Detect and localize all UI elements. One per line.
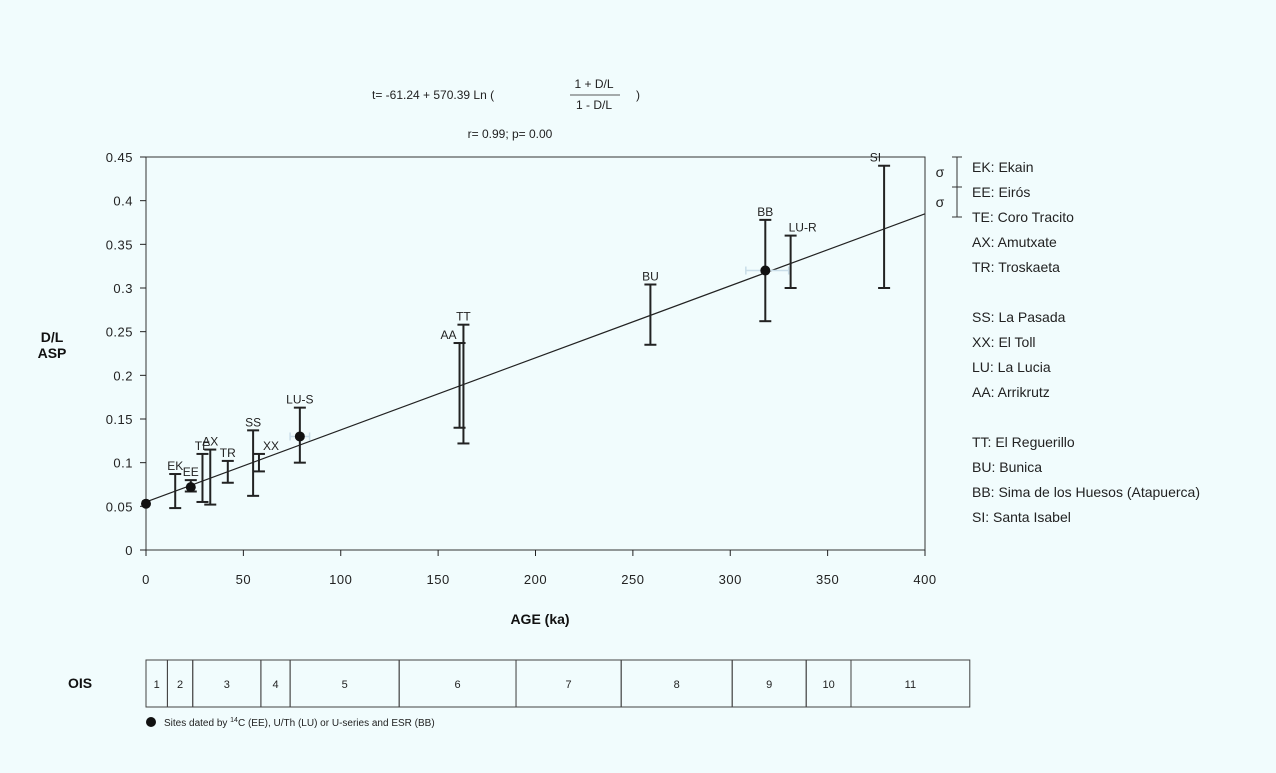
- x-ticks: 0 50 100 150 200 250 300 350 400: [142, 550, 936, 587]
- age-error-bars: [289, 266, 790, 441]
- site-label-xx: XX: [263, 439, 279, 453]
- site-label-aa: AA: [441, 328, 457, 342]
- formula-stats: r= 0.99; p= 0.00: [468, 127, 553, 141]
- legend-entry: EK: Ekain: [972, 159, 1033, 175]
- ois-stage-label: 11: [905, 679, 916, 691]
- y-tick-label: 0.2: [113, 368, 133, 383]
- y-tick-label: 0.05: [106, 499, 133, 514]
- y-axis-title-line2: ASP: [38, 345, 67, 361]
- site-label-tt: TT: [456, 310, 471, 324]
- x-tick-label: 50: [236, 572, 251, 587]
- y-ticks: 0 0.05 0.1 0.15 0.2 0.25 0.3 0.35 0.4 0.45: [106, 150, 146, 558]
- x-axis-title: AGE (ka): [510, 611, 569, 627]
- site-label-ee: EE: [183, 465, 199, 479]
- x-tick-label: 100: [329, 572, 352, 587]
- site-legend: EK: Ekain EE: Eirós TE: Coro Tracito AX: Am…: [972, 159, 1200, 525]
- footnote-sup: 14: [230, 717, 238, 724]
- formula-denominator: 1 - D/L: [576, 98, 612, 112]
- legend-entry: BU: Bunica: [972, 459, 1042, 475]
- regression-line: [145, 213, 926, 503]
- site-label-tr: TR: [220, 446, 236, 460]
- x-tick-label: 200: [524, 572, 547, 587]
- sigma-bracket: σ σ: [936, 156, 962, 218]
- y-tick-label: 0.3: [113, 281, 133, 296]
- dated-point: [141, 498, 151, 509]
- ois-stage-label: 7: [566, 679, 572, 691]
- legend-entry: TE: Coro Tracito: [972, 209, 1074, 225]
- legend-entry: TT: El Reguerillo: [972, 434, 1075, 450]
- footnote: Sites dated by 14C (EE), U/Th (LU) or U-…: [146, 717, 435, 729]
- x-tick-label: 250: [621, 572, 644, 587]
- y-tick-label: 0.45: [106, 150, 133, 165]
- dated-points: [141, 265, 771, 509]
- formula-right: ): [636, 88, 640, 102]
- legend-entry: SS: La Pasada: [972, 309, 1066, 325]
- legend-entry: LU: La Lucia: [972, 359, 1051, 375]
- legend-entry: SI: Santa Isabel: [972, 509, 1071, 525]
- y-tick-label: 0: [125, 543, 133, 558]
- plot-frame: [145, 156, 926, 551]
- site-label-si: SI: [870, 151, 881, 165]
- y-tick-label: 0.1: [113, 456, 133, 471]
- ois-label: OIS: [68, 675, 92, 691]
- x-tick-label: 400: [913, 572, 936, 587]
- y-axis-title-line1: D/L: [41, 329, 64, 345]
- ois-stage-label: 8: [674, 679, 680, 691]
- ois-stage-label: 3: [224, 679, 230, 691]
- legend-entry: TR: Troskaeta: [972, 259, 1060, 275]
- x-tick-label: 0: [142, 572, 150, 587]
- ois-stage-label: 5: [342, 679, 348, 691]
- site-label-bu: BU: [642, 270, 659, 284]
- site-label-lu-s: LU-S: [286, 393, 313, 407]
- y-tick-label: 0.35: [106, 237, 133, 252]
- ois-stage-label: 2: [177, 679, 183, 691]
- legend-entry: AA: Arrikrutz: [972, 384, 1050, 400]
- ois-stage-label: 4: [272, 679, 278, 691]
- regression-formula: t= -61.24 + 570.39 Ln ( 1 + D/L 1 - D/L …: [372, 77, 640, 141]
- x-tick-label: 150: [427, 572, 450, 587]
- ois-stage-label: 1: [154, 679, 160, 691]
- sigma-lower: σ: [936, 194, 945, 210]
- footnote-marker: [146, 717, 156, 727]
- legend-entry: AX: Amutxate: [972, 234, 1057, 250]
- legend-entry: EE: Eirós: [972, 184, 1030, 200]
- sigma-upper: σ: [936, 164, 945, 180]
- ois-stages: 1 2 3 4 5 6 7 8 9 10 11: [145, 659, 971, 708]
- y-tick-label: 0.4: [113, 194, 133, 209]
- y-tick-label: 0.25: [106, 325, 133, 340]
- ois-stage-11: [850, 659, 971, 708]
- ois-stage-label: 9: [766, 679, 772, 691]
- y-tick-label: 0.15: [106, 412, 133, 427]
- ois-stage-label: 10: [822, 679, 834, 691]
- site-label-ek: EK: [167, 459, 183, 473]
- formula-numerator: 1 + D/L: [574, 77, 613, 91]
- footnote-post: C (EE), U/Th (LU) or U-series and ESR (B…: [238, 718, 435, 729]
- ois-stage-label: 6: [455, 679, 461, 691]
- legend-entry: XX: El Toll: [972, 334, 1036, 350]
- dated-point: [294, 431, 305, 442]
- formula-left: t= -61.24 + 570.39 Ln (: [372, 88, 494, 102]
- x-tick-label: 350: [816, 572, 839, 587]
- x-tick-label: 300: [719, 572, 742, 587]
- dated-point: [185, 482, 196, 493]
- footnote-pre: Sites dated by: [164, 718, 230, 729]
- site-label-bb: BB: [757, 205, 773, 219]
- site-label-lu-r: LU-R: [789, 221, 817, 235]
- site-label-ss: SS: [245, 415, 261, 429]
- site-label-ax: AX: [202, 435, 218, 449]
- footnote-text: Sites dated by 14C (EE), U/Th (LU) or U-…: [164, 717, 435, 729]
- legend-entry: BB: Sima de los Huesos (Atapuerca): [972, 484, 1200, 500]
- dated-point: [760, 265, 771, 276]
